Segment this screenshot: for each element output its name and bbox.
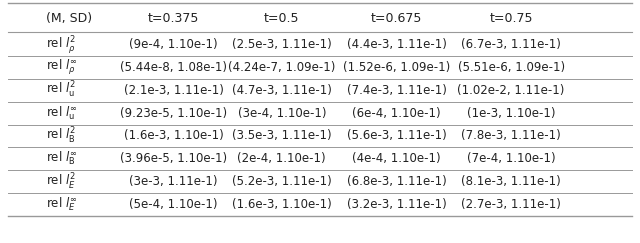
Text: (6.8e-3, 1.11e-1): (6.8e-3, 1.11e-1) (347, 175, 446, 188)
Text: rel $l^{\infty}_{\rho}$: rel $l^{\infty}_{\rho}$ (46, 58, 77, 77)
Text: rel $l^2_{\rho}$: rel $l^2_{\rho}$ (46, 34, 76, 56)
Text: rel $l^2_{E}$: rel $l^2_{E}$ (46, 172, 76, 192)
Text: (3.96e-5, 1.10e-1): (3.96e-5, 1.10e-1) (120, 152, 227, 165)
Text: (5.44e-8, 1.08e-1): (5.44e-8, 1.08e-1) (120, 61, 227, 74)
Text: (9e-4, 1.10e-1): (9e-4, 1.10e-1) (129, 38, 218, 51)
Text: (6.7e-3, 1.11e-1): (6.7e-3, 1.11e-1) (461, 38, 561, 51)
Text: rel $l^2_{\mathrm{u}}$: rel $l^2_{\mathrm{u}}$ (46, 80, 76, 100)
Text: t=0.5: t=0.5 (264, 12, 300, 25)
Text: rel $l^{\infty}_{E}$: rel $l^{\infty}_{E}$ (46, 196, 77, 213)
Text: (2.7e-3, 1.11e-1): (2.7e-3, 1.11e-1) (461, 198, 561, 211)
Text: (1.6e-3, 1.10e-1): (1.6e-3, 1.10e-1) (232, 198, 332, 211)
Text: (4e-4, 1.10e-1): (4e-4, 1.10e-1) (352, 152, 441, 165)
Text: (5e-4, 1.10e-1): (5e-4, 1.10e-1) (129, 198, 218, 211)
Text: rel $l^{\infty}_{\mathrm{u}}$: rel $l^{\infty}_{\mathrm{u}}$ (46, 104, 77, 122)
Text: (3.2e-3, 1.11e-1): (3.2e-3, 1.11e-1) (347, 198, 446, 211)
Text: rel $l^{\infty}_{\mathrm{B}}$: rel $l^{\infty}_{\mathrm{B}}$ (46, 150, 77, 167)
Text: (M, SD): (M, SD) (46, 12, 92, 25)
Text: t=0.675: t=0.675 (371, 12, 422, 25)
Text: (2.5e-3, 1.11e-1): (2.5e-3, 1.11e-1) (232, 38, 332, 51)
Text: (7.4e-3, 1.11e-1): (7.4e-3, 1.11e-1) (346, 84, 447, 97)
Text: (1e-3, 1.10e-1): (1e-3, 1.10e-1) (467, 107, 556, 120)
Text: (5.6e-3, 1.11e-1): (5.6e-3, 1.11e-1) (347, 130, 446, 142)
Text: (5.51e-6, 1.09e-1): (5.51e-6, 1.09e-1) (458, 61, 564, 74)
Text: (8.1e-3, 1.11e-1): (8.1e-3, 1.11e-1) (461, 175, 561, 188)
Text: (1.52e-6, 1.09e-1): (1.52e-6, 1.09e-1) (343, 61, 450, 74)
Text: t=0.75: t=0.75 (490, 12, 533, 25)
Text: (2.1e-3, 1.11e-1): (2.1e-3, 1.11e-1) (124, 84, 223, 97)
Text: t=0.375: t=0.375 (148, 12, 199, 25)
Text: (4.24e-7, 1.09e-1): (4.24e-7, 1.09e-1) (228, 61, 335, 74)
Text: (7e-4, 1.10e-1): (7e-4, 1.10e-1) (467, 152, 556, 165)
Text: (7.8e-3, 1.11e-1): (7.8e-3, 1.11e-1) (461, 130, 561, 142)
Text: (3.5e-3, 1.11e-1): (3.5e-3, 1.11e-1) (232, 130, 332, 142)
Text: (1.6e-3, 1.10e-1): (1.6e-3, 1.10e-1) (124, 130, 223, 142)
Text: (5.2e-3, 1.11e-1): (5.2e-3, 1.11e-1) (232, 175, 332, 188)
Text: (3e-3, 1.11e-1): (3e-3, 1.11e-1) (129, 175, 218, 188)
Text: (6e-4, 1.10e-1): (6e-4, 1.10e-1) (352, 107, 441, 120)
Text: (2e-4, 1.10e-1): (2e-4, 1.10e-1) (237, 152, 326, 165)
Text: (1.02e-2, 1.11e-1): (1.02e-2, 1.11e-1) (458, 84, 565, 97)
Text: (4.4e-3, 1.11e-1): (4.4e-3, 1.11e-1) (346, 38, 447, 51)
Text: (9.23e-5, 1.10e-1): (9.23e-5, 1.10e-1) (120, 107, 227, 120)
Text: rel $l^2_{\mathrm{B}}$: rel $l^2_{\mathrm{B}}$ (46, 126, 76, 146)
Text: (3e-4, 1.10e-1): (3e-4, 1.10e-1) (237, 107, 326, 120)
Text: (4.7e-3, 1.11e-1): (4.7e-3, 1.11e-1) (232, 84, 332, 97)
